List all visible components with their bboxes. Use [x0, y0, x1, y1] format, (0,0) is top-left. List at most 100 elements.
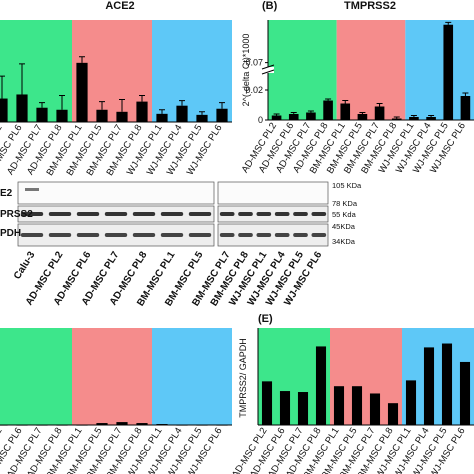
blot-band: [219, 212, 235, 216]
error-bar: [290, 112, 297, 114]
bar: [357, 114, 368, 120]
bar: [323, 100, 333, 120]
blot-frame: [17, 181, 215, 205]
bar: [156, 113, 168, 122]
error-bar: [273, 113, 280, 116]
error-bar: [428, 115, 435, 117]
bar: [409, 117, 419, 120]
chart-title: TMPRSS2: [344, 0, 396, 12]
y-tick-label: 0.02: [245, 85, 263, 95]
y-tick-label: 0.07: [245, 58, 263, 68]
group-background: [336, 20, 406, 120]
blot-band: [274, 212, 290, 216]
bar: [369, 393, 381, 425]
blot-band: [293, 233, 308, 237]
group-background: [0, 328, 72, 425]
blot-band: [48, 233, 72, 237]
bar: [459, 361, 471, 425]
y-tick-label: 0: [258, 115, 263, 125]
error-bar: [410, 115, 417, 117]
error-bar: [19, 63, 25, 95]
bar: [0, 98, 8, 122]
group-background: [152, 328, 232, 425]
bar: [340, 103, 351, 120]
bar: [261, 381, 273, 425]
bar: [196, 114, 208, 122]
error-bar: [119, 99, 125, 112]
bar: [76, 62, 88, 122]
blot-frame: [217, 205, 329, 223]
blot-band: [76, 233, 100, 237]
row-label: PDH: [0, 228, 21, 239]
bar: [351, 386, 363, 425]
bar: [391, 118, 402, 120]
blot-band: [104, 233, 128, 237]
blot-band: [311, 233, 327, 237]
blot-band: [104, 212, 128, 216]
blot-band: [76, 212, 100, 216]
error-bar: [79, 56, 85, 63]
bar: [426, 117, 436, 120]
error-bar: [393, 116, 400, 119]
bar: [176, 105, 188, 122]
size-marker: 105 KDa: [332, 181, 362, 190]
bar: [333, 386, 345, 425]
error-bar: [219, 102, 225, 109]
chart-title: ACE2: [105, 0, 134, 12]
bar: [306, 112, 316, 120]
bar: [116, 111, 128, 122]
bar: [116, 422, 128, 425]
blot-band: [219, 233, 235, 237]
error-bar: [462, 92, 469, 96]
size-marker: 78 KDa: [332, 199, 358, 208]
blot-band: [293, 212, 308, 216]
bar: [297, 392, 309, 425]
bar: [16, 94, 28, 122]
bar: [96, 109, 108, 122]
bar: [279, 391, 291, 425]
blot-frame: [217, 181, 329, 205]
blot-band: [160, 212, 184, 216]
bar: [460, 96, 471, 120]
blot-band: [132, 212, 156, 216]
error-bar: [159, 109, 165, 114]
bar: [288, 114, 299, 120]
error-bar: [359, 112, 366, 114]
error-bar: [39, 102, 45, 108]
error-bar: [0, 75, 5, 99]
axis-break: [262, 67, 274, 73]
bar: [387, 403, 399, 425]
blot-band: [20, 212, 44, 216]
bar: [216, 108, 228, 122]
bar: [315, 346, 327, 425]
blot-band: [188, 212, 212, 216]
lane-label: Calu-3: [12, 249, 38, 281]
y-axis-title: TMPRSS2/ GAPDH: [238, 338, 248, 418]
axis-break-mark: [261, 64, 275, 75]
error-bar: [139, 94, 145, 102]
blot-band: [256, 212, 272, 216]
blot-band: [20, 233, 44, 237]
size-marker: 45KDa: [332, 222, 356, 231]
bar: [423, 347, 435, 425]
y-axis-title: 2^(-delta Ct)*1000: [241, 34, 251, 107]
blot-band: [311, 212, 327, 216]
error-bar: [342, 100, 349, 104]
size-marker: 34KDa: [332, 237, 356, 246]
blot-band: [274, 233, 290, 237]
bar: [56, 109, 68, 122]
row-label: PRSS2: [0, 209, 33, 220]
error-bar: [376, 103, 383, 107]
error-bar: [325, 98, 332, 101]
row-label: E2: [0, 188, 13, 199]
bar: [136, 101, 148, 122]
bar: [136, 423, 148, 425]
blot-band: [160, 233, 184, 237]
group-background: [72, 328, 152, 425]
blot-band: [25, 188, 39, 191]
panel-label: (E): [258, 313, 273, 325]
